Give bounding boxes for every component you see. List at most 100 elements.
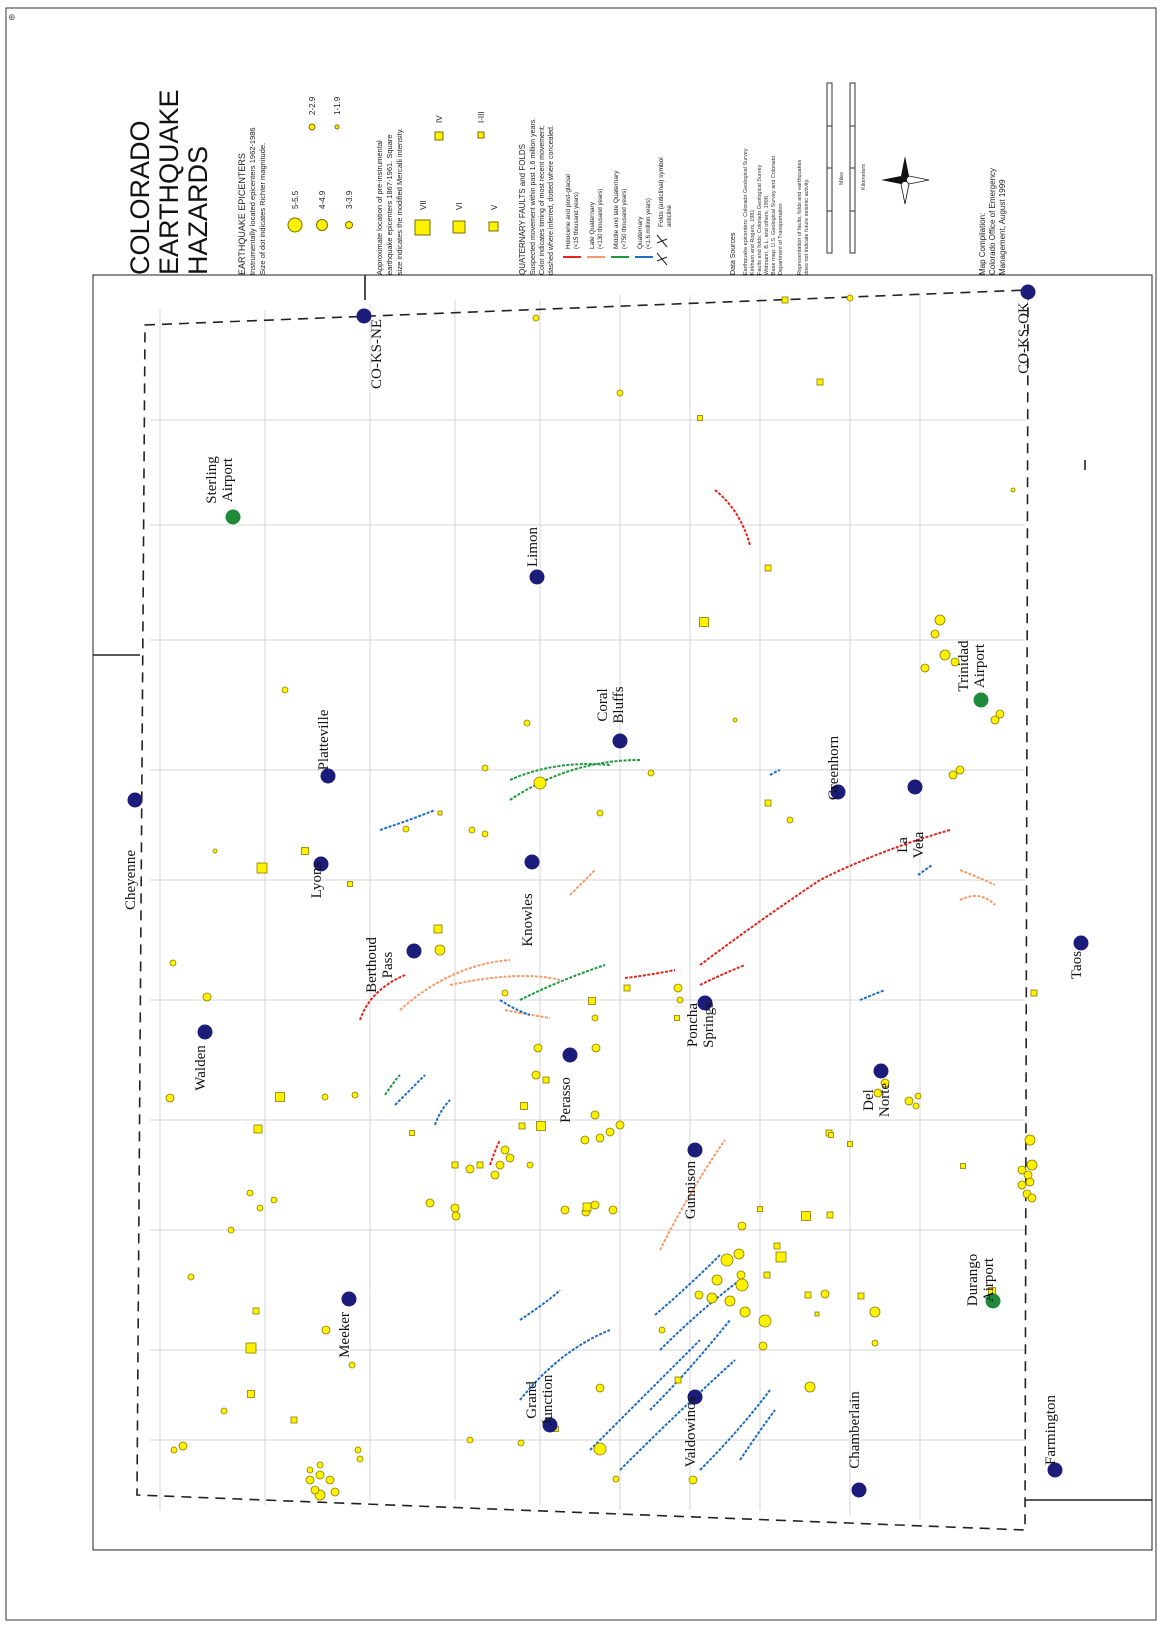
- historic-epicenter-square: [347, 881, 353, 887]
- quaternary-sub: (<1.6 million years): [646, 198, 652, 249]
- fault-line-middle-quaternary: [384, 1074, 401, 1096]
- fault-line-quaternary: [659, 1279, 741, 1351]
- grand-junction-marker: [542, 1417, 558, 1433]
- gunnison-marker: [687, 1142, 703, 1158]
- title-line-2: EARTHQUAKE: [154, 89, 184, 275]
- epicenter-dot: [608, 1205, 618, 1215]
- intensity-i-iii-label: I-III: [477, 111, 486, 123]
- historic-epicenter-square: [542, 1076, 550, 1084]
- co-ks-ok-marker: [1020, 284, 1036, 300]
- epicenter-dot: [495, 1160, 505, 1170]
- fault-line-late-quaternary: [959, 895, 996, 906]
- fault-line-quaternary: [859, 989, 886, 1001]
- meeker-label: Meeker: [337, 1312, 353, 1358]
- historic-epicenter-square: [253, 1124, 263, 1134]
- epicenter-dot: [220, 1407, 228, 1415]
- compass-rose-icon: [881, 156, 930, 205]
- epicenters-note-1: Instrumentally located epicenters 1962-1…: [248, 127, 257, 275]
- historic-epicenter-square: [1030, 989, 1038, 997]
- map-legend: COLORADO EARTHQUAKE HAZARDS EARTHQUAKE E…: [125, 82, 1007, 275]
- epicenter-dot: [306, 1466, 314, 1474]
- epicenter-dot: [169, 959, 177, 967]
- epicenter-dot: [256, 1204, 264, 1212]
- epicenter-dot: [354, 1446, 362, 1454]
- scale-miles-label: Miles: [839, 172, 845, 185]
- epicenter-dot: [706, 1292, 718, 1304]
- sources-heading: Data Sources: [730, 232, 737, 275]
- taos-label: Taos: [1069, 951, 1085, 979]
- epicenter-dot: [281, 686, 289, 694]
- epicenter-dot: [612, 1475, 620, 1483]
- historic-epicenter-square: [275, 1092, 285, 1102]
- faults-note-2: Color indicates timing of most recent mo…: [539, 125, 546, 275]
- epicenter-dot: [523, 719, 531, 727]
- farmington-marker: [1047, 1462, 1063, 1478]
- historic-epicenter-square: [409, 1130, 415, 1136]
- epicenter-dot: [934, 614, 946, 626]
- epicenter-dot: [948, 770, 958, 780]
- platteville-label: Platteville: [316, 709, 332, 770]
- historic-epicenter-square: [816, 378, 824, 386]
- epicenter-dot: [846, 294, 854, 302]
- co-ks-ok-label: CO-KS-OK: [1016, 302, 1032, 374]
- epicenter-dot: [1017, 1165, 1027, 1175]
- epicenter-dot: [873, 1088, 883, 1098]
- gunnison-label: Gunnison: [683, 1160, 699, 1219]
- historic-epicenter-square: [764, 564, 772, 572]
- epicenter-dot: [733, 1248, 745, 1260]
- crosshair-icon: ⊕: [8, 12, 16, 22]
- historic-epicenter-square: [245, 1342, 257, 1354]
- historic-epicenter-square: [623, 984, 631, 992]
- historic-epicenter-square: [775, 1251, 787, 1263]
- epicenter-dot: [526, 1161, 534, 1169]
- epicenter-dot: [533, 776, 547, 790]
- fault-line-holocene: [489, 1139, 501, 1166]
- del-norte-marker: [873, 1063, 889, 1079]
- sources-line-3: Faults and folds: Colorado Geological Su…: [757, 164, 763, 275]
- fault-line-quaternary: [654, 1254, 721, 1316]
- epicenter-dot: [871, 1339, 879, 1347]
- fault-lines: [359, 489, 996, 1471]
- epicenter-dot: [591, 1014, 599, 1022]
- magnitude-2-label: 2-2.9: [308, 96, 317, 115]
- fault-line-quaternary: [917, 864, 933, 876]
- epicenter-dot: [348, 1361, 356, 1369]
- epicenter-dot: [930, 629, 940, 639]
- intensity-v-label: V: [490, 204, 499, 210]
- walden-marker: [197, 1024, 213, 1040]
- greenhorn-label: Greenhorn: [826, 735, 842, 800]
- intensity-v-symbol: [488, 221, 499, 232]
- epicenter-dot: [758, 1314, 772, 1328]
- magnitude-4-label: 4-4.9: [318, 190, 327, 209]
- faults-note-3: dashed where inferred, dotted where conc…: [548, 125, 555, 275]
- historic-epicenter-square: [826, 1211, 834, 1219]
- historic-epicenter-square: [847, 1141, 853, 1147]
- fault-line-quaternary: [434, 1099, 451, 1126]
- faults-heading: QUATERNARY FAULTS and FOLDS: [518, 144, 527, 275]
- epicenter-dot: [737, 1221, 747, 1231]
- historic-epicenter-square: [588, 997, 596, 1005]
- chamberlain-label: Chamberlain: [847, 1391, 863, 1469]
- page-frame: [5, 7, 1157, 1621]
- scale-km-label: Kilometers: [861, 164, 867, 190]
- epicenter-dot: [869, 1306, 881, 1318]
- epicenter-dot: [804, 1381, 816, 1393]
- scale-bar: Miles Kilometers: [826, 82, 867, 254]
- historic-epicenter-square: [814, 1311, 820, 1317]
- epicenter-dot: [187, 1273, 195, 1281]
- fault-line-late-quaternary: [399, 959, 511, 1011]
- fault-line-holocene: [699, 829, 951, 966]
- epicenter-dot: [820, 1289, 830, 1299]
- historic-epicenter-square: [857, 1292, 865, 1300]
- sources-line-6: Department of Transportation: [778, 203, 784, 275]
- fault-line-holocene: [699, 964, 746, 986]
- fault-line-quaternary: [619, 1359, 736, 1471]
- fault-line-late-quaternary: [569, 869, 596, 896]
- epicenter-dot: [178, 1441, 188, 1451]
- coral-bluffs-marker: [612, 733, 628, 749]
- epicenter-dot: [315, 1470, 325, 1480]
- intensity-iv-symbol: [434, 131, 444, 141]
- intensity-note-2: earthquake epicenters 1867-1961. Square: [385, 134, 394, 275]
- fault-line-holocene: [624, 969, 676, 979]
- epicenter-dot: [735, 1278, 749, 1292]
